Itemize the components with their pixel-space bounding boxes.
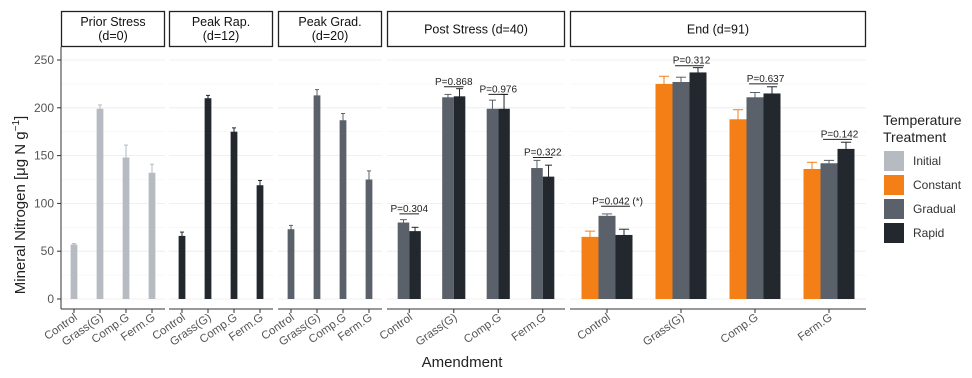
legend-label: Rapid — [913, 226, 944, 240]
bar — [442, 97, 454, 299]
bar — [803, 168, 821, 299]
panel-background — [278, 47, 382, 309]
x-tick-label: Comp.G — [462, 312, 504, 346]
bar — [763, 93, 781, 300]
legend-title: Temperature — [883, 112, 962, 128]
bar — [313, 95, 321, 299]
panel-background — [169, 47, 273, 309]
pvalue-label: P=0.142 — [821, 129, 859, 140]
bar — [581, 236, 599, 299]
pvalue-label: P=0.976 — [479, 84, 517, 95]
panel-header — [386, 10, 566, 48]
panels-layer: Prior Stress(d=0)ControlGrass(G)Comp.GFe… — [42, 10, 867, 349]
y-tick-label: 250 — [34, 53, 54, 67]
x-tick-label: Ferm.G — [510, 312, 549, 344]
pvalue-label: P=0.868 — [435, 77, 473, 88]
bar — [453, 96, 466, 299]
y-tick-label: 0 — [47, 292, 54, 306]
pvalue-label: P=0.637 — [747, 74, 785, 85]
bar — [746, 97, 764, 299]
pvalue-label: P=0.312 — [673, 56, 711, 67]
x-tick-label: Control — [575, 312, 612, 343]
panel-title: Peak Rap. — [192, 15, 250, 29]
bar — [287, 229, 295, 299]
x-axis-label: Amendment — [422, 354, 504, 371]
y-axis: 0 50 100 150 200 250 — [34, 47, 62, 309]
y-axis-label: Mineral Nitrogen [μg N g−1] — [11, 116, 29, 294]
legend-label: Constant — [913, 178, 962, 192]
panel-header — [569, 10, 867, 48]
bar — [598, 215, 616, 299]
x-tick-label: Control — [378, 312, 415, 343]
bar — [531, 168, 543, 299]
panel-title: (d=0) — [98, 29, 128, 43]
bar — [689, 72, 707, 299]
panel-title: (d=20) — [312, 29, 348, 43]
legend-swatch — [884, 223, 904, 243]
legend-label: Gradual — [913, 202, 956, 216]
legend-swatch — [884, 151, 904, 171]
bar — [230, 131, 238, 299]
bar — [204, 98, 212, 300]
panel-title: End (d=91) — [687, 23, 749, 37]
panel-title: Peak Grad. — [298, 15, 361, 29]
panel-title: Post Stress (d=40) — [424, 23, 528, 37]
bar — [672, 81, 690, 299]
y-tick-label: 50 — [41, 244, 55, 258]
legend-label: Initial — [913, 154, 941, 168]
bar — [486, 108, 499, 299]
panel-title: (d=12) — [203, 29, 239, 43]
x-tick-label: Comp.G — [719, 312, 761, 346]
bar — [498, 108, 510, 299]
panel: End (d=91) Control Grass(G) Comp.G Ferm.G P=0… — [569, 10, 867, 349]
pvalue-label: P=0.322 — [524, 148, 562, 159]
bar — [615, 234, 633, 299]
x-tick-label: Grass(G) — [414, 312, 460, 349]
panel-header — [60, 10, 166, 48]
legend-swatch — [884, 199, 904, 219]
bar — [70, 244, 78, 299]
pvalue-label: P=0.304 — [390, 204, 428, 215]
bar — [365, 179, 373, 299]
panel-header — [168, 10, 274, 48]
y-tick-label: 200 — [34, 101, 54, 115]
y-tick-label: 150 — [34, 149, 54, 163]
bar — [409, 231, 421, 299]
bar — [148, 172, 156, 299]
bar — [178, 235, 186, 299]
bar — [397, 222, 410, 299]
x-tick-label: Grass(G) — [641, 312, 687, 349]
bar — [655, 83, 673, 300]
bar — [542, 176, 555, 299]
panel: Peak Rap.(d=12)ControlGrass(G)Comp.GFerm… — [150, 10, 274, 349]
bar — [339, 120, 347, 299]
panel-title: Prior Stress — [80, 15, 145, 29]
y-tick-label: 100 — [34, 196, 54, 210]
bar — [256, 185, 264, 299]
bar — [820, 163, 838, 299]
bar — [96, 108, 104, 299]
panel-background — [61, 47, 165, 309]
legend-swatch — [884, 175, 904, 195]
bar — [122, 157, 130, 299]
panel-header — [277, 10, 383, 48]
legend-title: Treatment — [883, 129, 946, 145]
bar — [837, 148, 855, 299]
panel: Peak Grad.(d=20)ControlGrass(G)Comp.GFer… — [259, 10, 383, 349]
bar — [729, 119, 747, 299]
pvalue-label: P=0.042 (*) — [592, 196, 643, 207]
x-tick-label: Ferm.G — [796, 312, 835, 344]
